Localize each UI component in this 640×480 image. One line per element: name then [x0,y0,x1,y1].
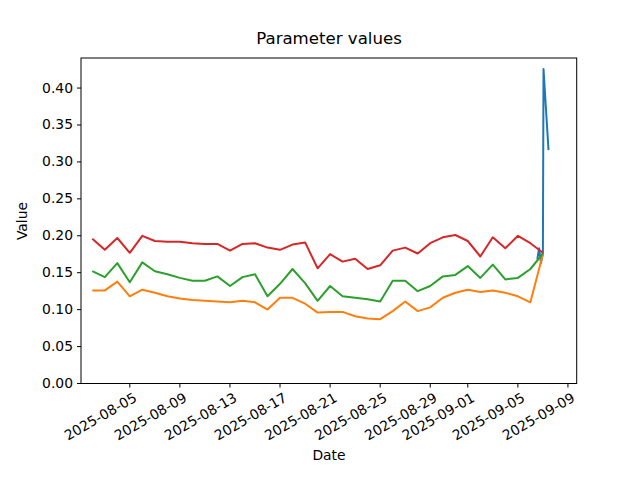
y-tick-label: 0.05 [42,338,73,354]
plot-area: 2025-08-052025-08-092025-08-132025-08-17… [42,58,577,443]
y-axis-label: Value [14,202,30,240]
figure: Parameter values Date Value 2025-08-0520… [0,0,640,480]
plot-border [81,58,577,384]
y-tick-label: 0.20 [42,227,73,243]
line-orange [92,254,543,319]
y-tick-label: 0.15 [42,264,73,280]
x-axis-label: Date [312,447,345,463]
y-tick-label: 0.35 [42,116,73,132]
y-tick-label: 0.00 [42,375,73,391]
y-tick-label: 0.25 [42,190,73,206]
chart-title: Parameter values [256,29,402,48]
line-blue [537,69,548,263]
chart-canvas: Parameter values Date Value 2025-08-0520… [0,0,640,480]
y-tick-label: 0.40 [42,80,73,96]
line-red [92,235,543,269]
y-tick-label: 0.10 [42,301,73,317]
y-tick-label: 0.30 [42,153,73,169]
